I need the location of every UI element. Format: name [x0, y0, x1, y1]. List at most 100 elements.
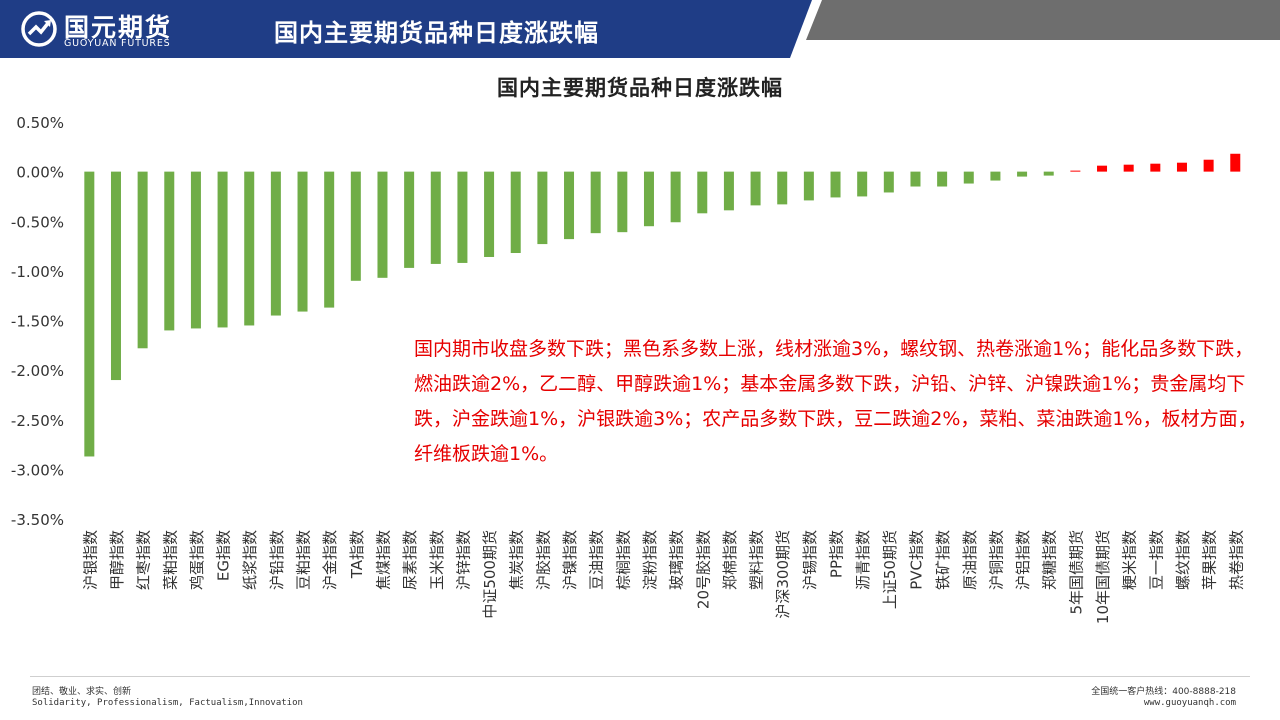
bar-17	[537, 171, 548, 245]
y-tick-label: 0.50%	[16, 114, 64, 132]
x-tick-label: 粳米指数	[1121, 530, 1139, 590]
x-tick-label: 沥青指数	[854, 530, 872, 590]
x-tick-label: 沪铅指数	[268, 530, 286, 590]
x-tick-label: 沪锌指数	[454, 530, 472, 590]
x-tick-label: 上证50期货	[881, 530, 899, 609]
header-title: 国内主要期货品种日度涨跌幅	[274, 19, 599, 47]
bar-27	[803, 171, 814, 201]
bar-37	[1070, 170, 1081, 172]
x-tick-label: 玻璃指数	[668, 530, 686, 590]
x-tick-label: 郑棉指数	[721, 530, 739, 590]
bar-36	[1043, 171, 1054, 176]
bar-18	[564, 171, 575, 240]
bar-42	[1203, 159, 1214, 172]
y-tick-label: -1.00%	[11, 263, 64, 281]
bar-13	[430, 171, 441, 264]
x-tick-label: TA指数	[348, 530, 366, 579]
bar-34	[990, 171, 1001, 181]
bar-4	[190, 171, 201, 329]
logo-text-cn: 国元期货	[64, 13, 173, 42]
x-tick-label: 原油指数	[961, 530, 979, 590]
bar-0	[84, 171, 95, 457]
x-tick-label: 尿素指数	[401, 530, 419, 590]
x-tick-label: 焦煤指数	[374, 530, 392, 590]
bar-33	[963, 171, 974, 184]
x-tick-label: 沪金指数	[321, 530, 339, 590]
x-tick-label: 豆一指数	[1147, 530, 1165, 590]
y-tick-label: -2.00%	[11, 362, 64, 380]
bar-38	[1097, 165, 1108, 172]
bar-39	[1123, 164, 1134, 172]
x-tick-label: 沪铝指数	[1014, 530, 1032, 590]
bar-24	[723, 171, 734, 211]
footer-slogan-cn: 团结、敬业、求实、创新	[32, 687, 132, 697]
bar-7	[270, 171, 281, 316]
bar-40	[1150, 163, 1161, 172]
x-tick-label: 沪铜指数	[987, 530, 1005, 590]
footer-divider	[30, 676, 1250, 677]
x-tick-label: PVC指数	[907, 530, 925, 590]
x-tick-label: 焦炭指数	[508, 530, 526, 590]
header-banner: 国元期货 GUOYUAN FUTURES 国内主要期货品种日度涨跌幅	[0, 0, 1280, 58]
bar-29	[857, 171, 868, 197]
x-tick-label: 沪银指数	[81, 530, 99, 590]
x-tick-label: 豆粕指数	[295, 530, 313, 590]
bar-28	[830, 171, 841, 198]
x-tick-label: 沪胶指数	[534, 530, 552, 590]
bar-2	[137, 171, 148, 349]
bar-chart: 0.50% 0.00% -0.50% -1.00% -1.50% -2.00% -2.50%…	[11, 114, 1245, 624]
x-tick-label: 铁矿指数	[934, 530, 952, 590]
bar-8	[297, 171, 308, 312]
bar-23	[697, 171, 708, 214]
x-tick-label: 螺纹指数	[1174, 530, 1192, 590]
x-tick-label: 沪锡指数	[801, 530, 819, 590]
x-tick-label: 沪镍指数	[561, 530, 579, 590]
bar-15	[484, 171, 495, 257]
footer-slogan-en: Solidarity, Professionalism, Factualism,…	[32, 698, 303, 708]
header-background	[0, 0, 1280, 58]
bar-30	[883, 171, 894, 193]
bar-12	[404, 171, 415, 268]
bar-22	[670, 171, 681, 223]
bar-9	[324, 171, 335, 308]
y-tick-label: -1.50%	[11, 313, 64, 331]
x-tick-label: 玉米指数	[428, 530, 446, 590]
x-tick-label: 热卷指数	[1227, 530, 1245, 590]
x-tick-label: 红枣指数	[135, 530, 153, 590]
bar-5	[217, 171, 228, 328]
bar-21	[643, 171, 654, 227]
x-tick-label: 20号胶指数	[694, 530, 712, 609]
bar-31	[910, 171, 921, 187]
bar-3	[164, 171, 175, 331]
y-tick-label: -0.50%	[11, 213, 64, 231]
bar-41	[1176, 162, 1187, 172]
x-tick-label: 塑料指数	[748, 530, 766, 590]
x-tick-label: EG指数	[215, 530, 233, 581]
bar-6	[244, 171, 255, 326]
x-tick-label: 甲醇指数	[108, 530, 126, 590]
x-tick-label: 5年国债期货	[1067, 530, 1085, 615]
footer-hotline: 全国统一客户热线：400-8888-218	[1091, 687, 1236, 697]
y-tick-label: -3.50%	[11, 511, 64, 529]
x-tick-label: 鸡蛋指数	[188, 530, 206, 590]
guoyuan-logo-icon	[21, 11, 57, 47]
x-tick-label: 菜粕指数	[161, 530, 179, 590]
x-tick-label: 郑糖指数	[1041, 530, 1059, 590]
bar-35	[1017, 171, 1028, 177]
x-tick-label: 棕榈指数	[614, 530, 632, 590]
x-tick-label: 沪深300期货	[774, 530, 792, 619]
bar-16	[510, 171, 521, 254]
x-tick-label: 中证500期货	[481, 530, 499, 619]
x-tick-label: 淀粉指数	[641, 530, 659, 590]
bar-14	[457, 171, 468, 263]
market-summary-text: 国内期市收盘多数下跌；黑色系多数上涨，线材涨逾3%，螺纹钢、热卷涨逾1%；能化品…	[414, 332, 1270, 472]
y-tick-label: -2.50%	[11, 412, 64, 430]
bar-20	[617, 171, 628, 233]
bar-10	[350, 171, 361, 281]
bar-26	[777, 171, 788, 205]
y-tick-label: -3.00%	[11, 461, 64, 479]
footer-website: www.guoyuanqh.com	[1143, 698, 1236, 708]
bar-19	[590, 171, 601, 234]
x-tick-label: 10年国债期货	[1094, 530, 1112, 624]
x-tick-label: 豆油指数	[588, 530, 606, 590]
